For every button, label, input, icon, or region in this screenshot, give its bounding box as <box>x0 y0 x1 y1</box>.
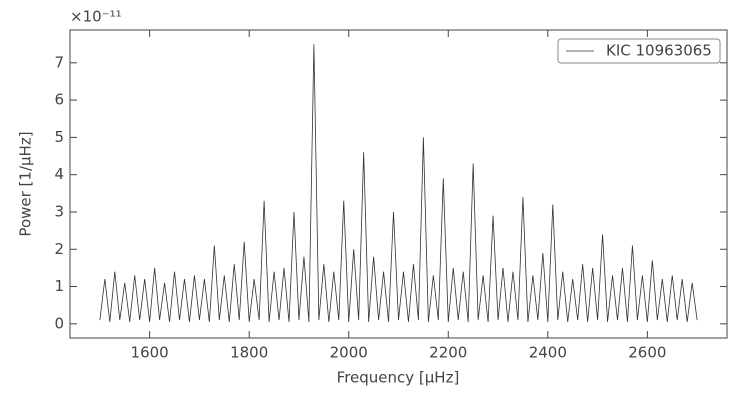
x-tick-label: 1600 <box>131 344 169 362</box>
y-axis-label: Power [1/μHz] <box>17 131 35 236</box>
legend-box <box>557 38 721 64</box>
y-tick-label: 0 <box>54 314 64 332</box>
y-tick-label: 6 <box>54 91 64 109</box>
plot-frame <box>69 29 728 339</box>
x-axis-label: Frequency [μHz] <box>337 369 460 387</box>
x-tick-label: 2200 <box>429 344 467 362</box>
offset-label: ×10⁻¹¹ <box>70 8 122 26</box>
y-tick-label: 2 <box>54 240 64 258</box>
x-tick-label: 1800 <box>230 344 268 362</box>
y-tick-label: 1 <box>54 277 64 295</box>
y-tick-label: 3 <box>54 202 64 220</box>
y-tick-label: 7 <box>54 53 64 71</box>
x-tick-label: 2600 <box>628 344 666 362</box>
x-tick-label: 2400 <box>529 344 567 362</box>
spectrum-line <box>99 44 698 323</box>
legend-label: KIC 10963065 <box>606 42 712 60</box>
y-tick-label: 5 <box>54 128 64 146</box>
x-tick-label: 2000 <box>330 344 368 362</box>
y-tick-label: 4 <box>54 165 64 183</box>
